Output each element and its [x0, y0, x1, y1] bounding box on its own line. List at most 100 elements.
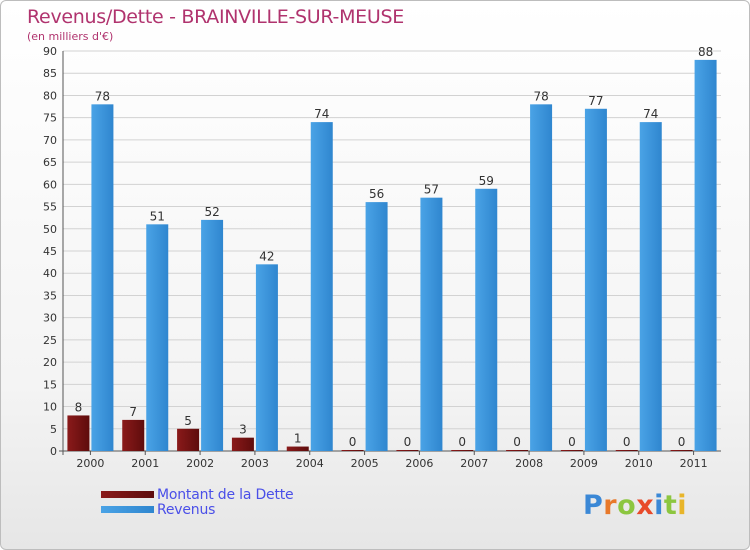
bar-revenus: [694, 59, 717, 452]
data-label-dette: 0: [678, 435, 686, 449]
legend-item-revenus: Revenus: [101, 501, 293, 518]
bar-dette: [341, 450, 364, 451]
y-tick-label: 50: [43, 223, 57, 236]
legend-label-dette: Montant de la Dette: [157, 486, 294, 503]
y-tick-label: 45: [43, 245, 57, 258]
data-label-dette: 5: [184, 414, 192, 428]
axes: [59, 51, 721, 455]
data-label-dette: 0: [513, 435, 521, 449]
x-tick-label: 2009: [570, 457, 598, 470]
data-label-dette: 0: [404, 435, 412, 449]
bar-revenus: [530, 104, 553, 451]
data-label-dette: 8: [75, 400, 83, 414]
data-label-revenus: 57: [424, 183, 439, 197]
data-label-dette: 1: [294, 432, 302, 446]
bar-dette: [177, 428, 200, 451]
legend-swatch-dette: [101, 491, 154, 498]
bar-revenus: [475, 188, 498, 451]
bar-dette: [286, 446, 309, 451]
x-tick-label: 2000: [76, 457, 104, 470]
data-label-revenus: 74: [314, 107, 329, 121]
bar-revenus: [201, 219, 224, 451]
bar-revenus: [255, 264, 278, 451]
data-label-revenus: 77: [588, 94, 603, 108]
y-tick-label: 85: [43, 67, 57, 80]
bars: [67, 59, 717, 452]
x-tick-label: 2011: [680, 457, 708, 470]
logo-letter: i: [677, 490, 688, 521]
data-label-dette: 0: [458, 435, 466, 449]
data-label-revenus: 78: [533, 89, 548, 103]
data-label-revenus: 52: [204, 205, 219, 219]
data-label-revenus: 59: [479, 174, 494, 188]
x-tick-label: 2003: [241, 457, 269, 470]
x-tick-label: 2004: [296, 457, 324, 470]
data-label-revenus: 42: [259, 249, 274, 263]
data-label-revenus: 51: [150, 209, 165, 223]
logo-letter: x: [636, 490, 655, 521]
logo-letter: t: [663, 490, 678, 521]
legend-item-dette: Montant de la Dette: [101, 486, 294, 503]
y-tick-label: 65: [43, 156, 57, 169]
data-label-revenus: 78: [95, 89, 110, 103]
bar-revenus: [310, 122, 333, 451]
y-tick-label: 70: [43, 134, 57, 147]
logo-letter: P: [583, 490, 604, 521]
x-tick-label: 2007: [460, 457, 488, 470]
logo-letter: r: [603, 490, 618, 521]
bar-revenus: [146, 224, 169, 451]
legend: Montant de la Dette Revenus: [101, 486, 294, 518]
grid-lines: [63, 50, 721, 430]
y-tick-label: 30: [43, 312, 57, 325]
x-tick-label: 2008: [515, 457, 543, 470]
y-tick-label: 80: [43, 89, 57, 102]
y-tick-label: 10: [43, 401, 57, 414]
data-label-dette: 0: [349, 435, 357, 449]
data-label-revenus: 88: [698, 45, 713, 59]
y-tick-label: 40: [43, 267, 57, 280]
bar-dette: [670, 450, 693, 451]
bar-dette: [560, 450, 583, 451]
data-label-dette: 3: [239, 423, 247, 437]
y-tick-label: 0: [50, 445, 57, 458]
x-tick-label: 2006: [405, 457, 433, 470]
x-tick-label: 2005: [351, 457, 379, 470]
legend-label-revenus: Revenus: [157, 501, 216, 518]
logo-letter: o: [617, 490, 637, 521]
bar-dette: [122, 419, 145, 451]
logo-letter: i: [654, 490, 664, 521]
y-tick-label: 90: [43, 45, 57, 58]
data-label-revenus: 74: [643, 107, 658, 121]
y-tick-label: 5: [50, 423, 57, 436]
y-tick-label: 15: [43, 378, 57, 391]
x-tick-label: 2002: [186, 457, 214, 470]
proxiti-logo: Proxiti: [583, 490, 687, 521]
data-label-dette: 0: [623, 435, 631, 449]
bar-revenus: [639, 122, 662, 451]
bar-dette: [231, 437, 254, 451]
bar-revenus: [365, 202, 388, 451]
y-tick-label: 35: [43, 289, 57, 302]
legend-swatch-revenus: [101, 506, 154, 513]
bar-dette: [451, 450, 474, 451]
data-label-dette: 0: [568, 435, 576, 449]
bar-dette: [615, 450, 638, 451]
data-label-dette: 7: [129, 405, 137, 419]
bar-dette: [67, 415, 90, 451]
bar-revenus: [584, 108, 607, 452]
y-tick-label: 20: [43, 356, 57, 369]
data-label-revenus: 56: [369, 187, 384, 201]
x-tick-label: 2001: [131, 457, 159, 470]
x-tick-label: 2010: [625, 457, 653, 470]
bar-dette: [396, 450, 419, 451]
chart-unit-label: (en milliers d'€): [27, 30, 114, 43]
bar-dette: [506, 450, 529, 451]
y-tick-label: 75: [43, 112, 57, 125]
bar-revenus: [420, 197, 443, 451]
bar-revenus: [91, 104, 114, 451]
y-tick-label: 55: [43, 201, 57, 214]
y-tick-label: 60: [43, 178, 57, 191]
chart-title: Revenus/Dette - BRAINVILLE-SUR-MEUSE: [27, 6, 404, 28]
